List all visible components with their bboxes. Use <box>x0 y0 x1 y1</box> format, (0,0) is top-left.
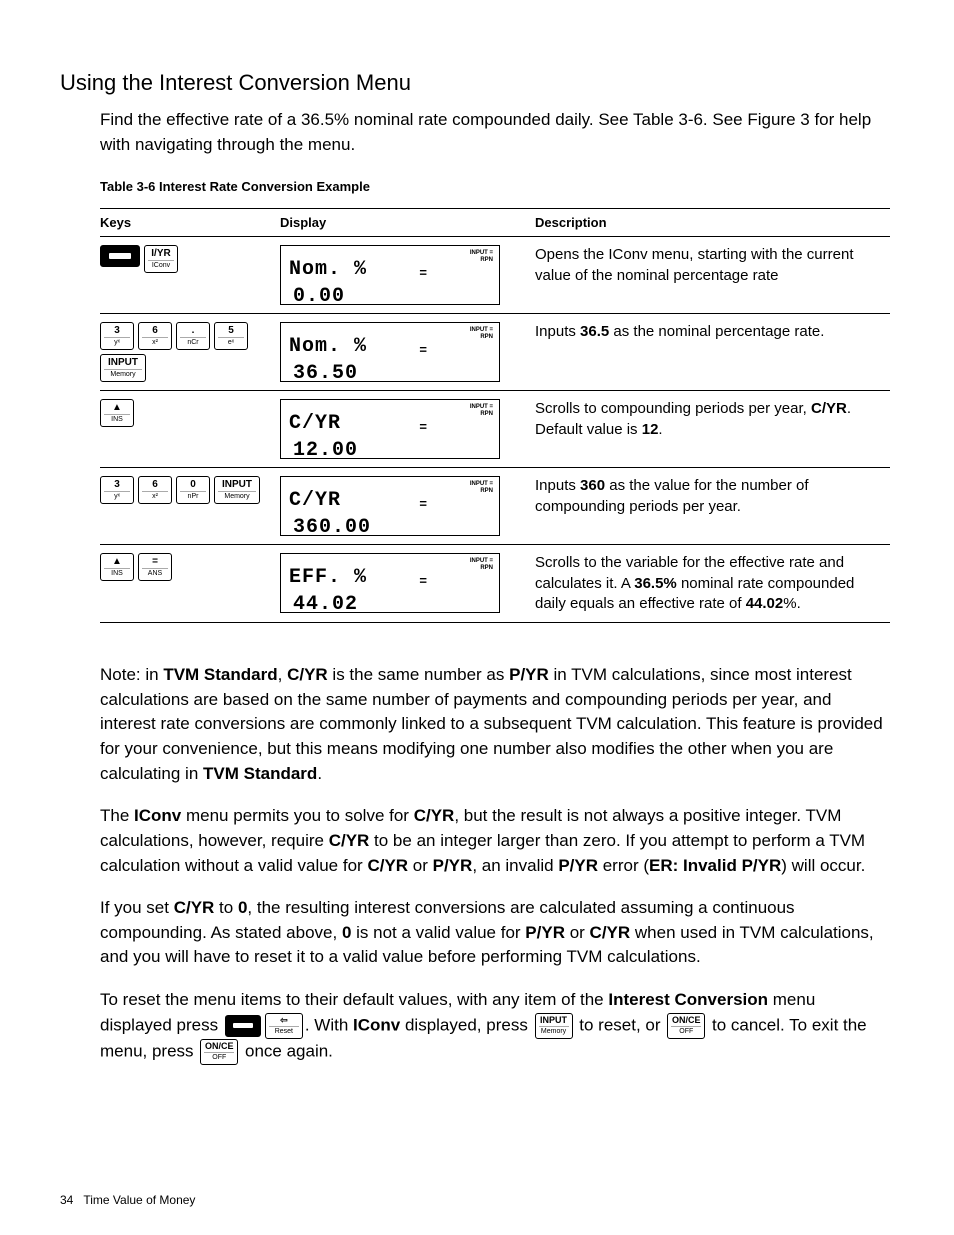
reset-instruction-paragraph: To reset the menu items to their default… <box>100 988 884 1065</box>
lcd-label: Nom. % <box>289 333 491 360</box>
col-description: Description <box>535 209 890 237</box>
lcd-label: C/YR <box>289 487 491 514</box>
table-row: 3yˣ6x²0nPrINPUTMemory INPUT =RPN=C/YR360.… <box>100 468 890 545</box>
lcd-display: INPUT =RPN=C/YR360.00 <box>280 476 500 536</box>
calculator-key: ▲INS <box>100 399 134 427</box>
note-paragraph-3: If you set C/YR to 0, the resulting inte… <box>100 896 884 970</box>
table-row: I/YRIConv INPUT =RPN=Nom. %0.00 Opens the … <box>100 237 890 314</box>
lcd-value: 360.00 <box>293 514 491 541</box>
table-row: ▲INS=ANS INPUT =RPN=EFF. %44.02 Scrolls to… <box>100 545 890 623</box>
calculator-key: .nCr <box>176 322 210 350</box>
calculator-key: I/YRIConv <box>144 245 178 273</box>
calculator-key: ON/CEOFF <box>667 1013 705 1039</box>
calculator-key: ON/CEOFF <box>200 1039 238 1065</box>
lcd-display: INPUT =RPN=C/YR12.00 <box>280 399 500 459</box>
calculator-key: INPUTMemory <box>214 476 260 504</box>
lcd-value: 44.02 <box>293 591 491 618</box>
lcd-label: Nom. % <box>289 256 491 283</box>
table-row: ▲INS INPUT =RPN=C/YR12.00 Scrolls to compo… <box>100 391 890 468</box>
note-paragraph-2: The IConv menu permits you to solve for … <box>100 804 884 878</box>
note-paragraph-1: Note: in TVM Standard, C/YR is the same … <box>100 663 884 786</box>
calculator-key: INPUTMemory <box>100 354 146 382</box>
lcd-label: EFF. % <box>289 564 491 591</box>
calculator-key: 5eˣ <box>214 322 248 350</box>
row-description: Scrolls to the variable for the effectiv… <box>535 545 890 623</box>
lcd-display: INPUT =RPN=EFF. %44.02 <box>280 553 500 613</box>
page-footer: 34 Time Value of Money <box>60 1193 195 1207</box>
shift-key <box>225 1015 261 1037</box>
chapter-name: Time Value of Money <box>83 1193 195 1207</box>
shift-key <box>100 245 140 267</box>
conversion-table: Keys Display Description I/YRIConv INPUT … <box>100 208 890 623</box>
calculator-key: INPUTMemory <box>535 1013 573 1039</box>
calculator-key: ⇦Reset <box>265 1013 303 1039</box>
page-number: 34 <box>60 1193 73 1207</box>
lcd-value: 12.00 <box>293 437 491 464</box>
calculator-key: 0nPr <box>176 476 210 504</box>
calculator-key: =ANS <box>138 553 172 581</box>
intro-paragraph: Find the effective rate of a 36.5% nomin… <box>100 108 884 157</box>
row-description: Scrolls to compounding periods per year,… <box>535 391 890 468</box>
section-title: Using the Interest Conversion Menu <box>60 70 884 96</box>
calculator-key: ▲INS <box>100 553 134 581</box>
row-description: Inputs 36.5 as the nominal percentage ra… <box>535 314 890 391</box>
col-keys: Keys <box>100 209 280 237</box>
row-description: Inputs 360 as the value for the number o… <box>535 468 890 545</box>
table-row: 3yˣ6x².nCr5eˣ INPUTMemory INPUT =RPN=Nom. … <box>100 314 890 391</box>
lcd-value: 36.50 <box>293 360 491 387</box>
lcd-display: INPUT =RPN=Nom. %36.50 <box>280 322 500 382</box>
row-description: Opens the IConv menu, starting with the … <box>535 237 890 314</box>
table-caption: Table 3-6 Interest Rate Conversion Examp… <box>100 179 884 194</box>
calculator-key: 6x² <box>138 322 172 350</box>
calculator-key: 6x² <box>138 476 172 504</box>
lcd-display: INPUT =RPN=Nom. %0.00 <box>280 245 500 305</box>
lcd-label: C/YR <box>289 410 491 437</box>
calculator-key: 3yˣ <box>100 322 134 350</box>
lcd-value: 0.00 <box>293 283 491 310</box>
col-display: Display <box>280 209 535 237</box>
calculator-key: 3yˣ <box>100 476 134 504</box>
